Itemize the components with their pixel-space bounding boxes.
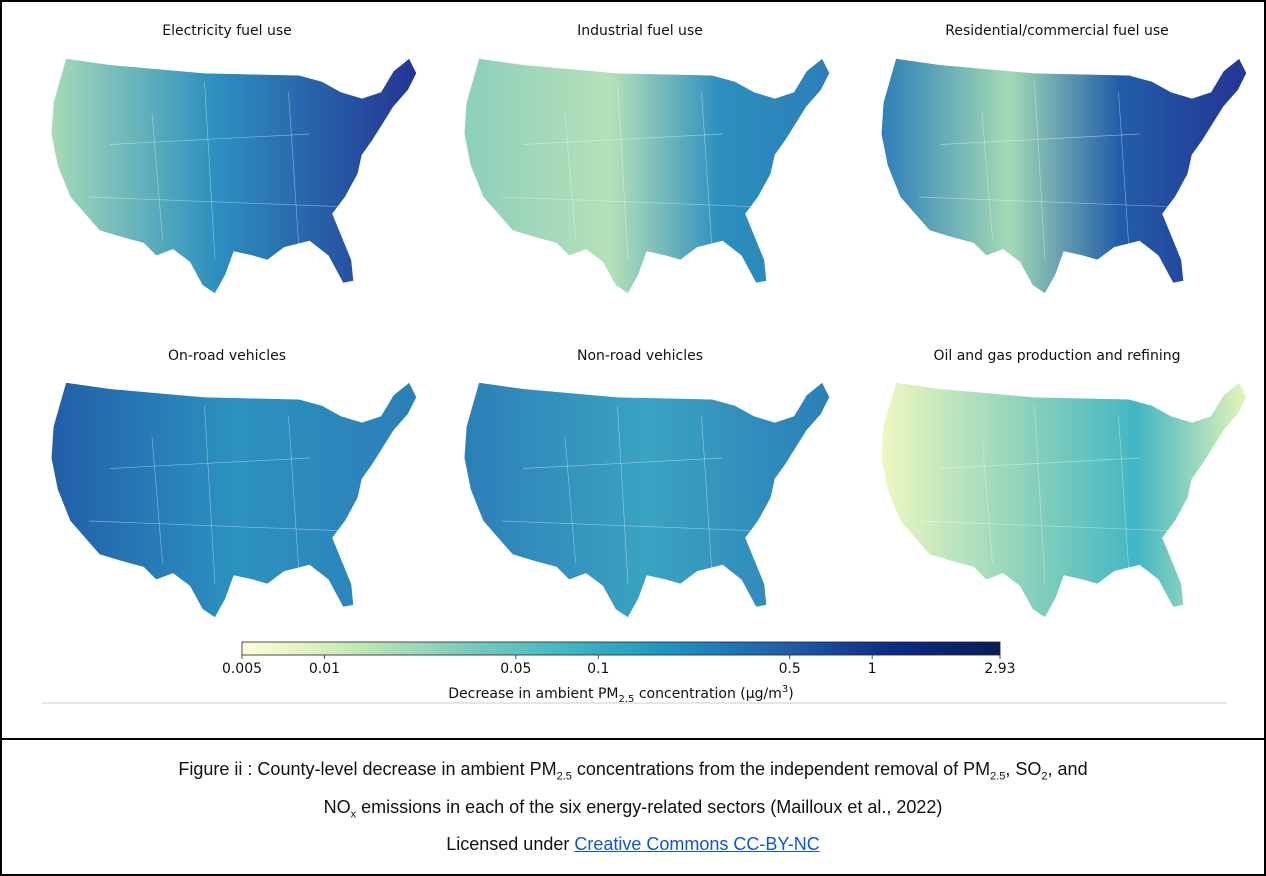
caption-line: Figure ii : County-level decrease in amb… — [2, 754, 1264, 792]
caption-sub: 2.5 — [990, 770, 1006, 783]
map-panel: Electricity fuel use — [50, 23, 418, 295]
state-line — [151, 112, 163, 240]
state-line — [204, 405, 216, 585]
map-fill — [463, 381, 831, 619]
us-map — [50, 57, 418, 295]
panel-title: Industrial fuel use — [577, 23, 703, 39]
label-text: Decrease in ambient PM — [448, 686, 618, 702]
state-line — [109, 457, 310, 469]
us-map — [880, 57, 1248, 295]
state-line — [939, 457, 1140, 469]
state-line — [501, 520, 776, 532]
state-line — [701, 415, 713, 574]
label-sup: 3 — [782, 684, 788, 695]
caption-text: Figure ii : County-level decrease in amb… — [178, 759, 557, 779]
caption-text: Licensed under — [446, 834, 575, 855]
state-line — [918, 520, 1193, 532]
panel-title: Oil and gas production and refining — [933, 348, 1180, 364]
map-panel: On-road vehicles — [50, 348, 418, 619]
us-map — [880, 381, 1248, 619]
map-fill — [880, 381, 1248, 619]
state-line — [617, 405, 629, 585]
state-line — [151, 436, 163, 564]
map-fill — [50, 57, 418, 295]
caption-line: Licensed under Creative Commons CC-BY-NC — [2, 829, 1264, 859]
state-line — [204, 81, 216, 261]
caption-text: , SO — [1005, 759, 1042, 779]
state-line — [564, 112, 576, 240]
colorbar-tick-label: 0.005 — [222, 661, 262, 677]
state-line — [88, 196, 363, 208]
colorbar-label: Decrease in ambient PM2.5 concentration … — [448, 684, 793, 705]
caption-text: , and — [1047, 759, 1088, 779]
map-fill — [463, 57, 831, 295]
label-sub: 2.5 — [619, 694, 635, 705]
caption-sub: x — [350, 808, 357, 821]
map-panel: Non-road vehicles — [463, 348, 831, 619]
figure: Electricity fuel use Industrial fuel use R… — [42, 23, 1248, 705]
map-panel: Industrial fuel use — [463, 23, 831, 295]
label-text: concentration (µg/m — [634, 686, 781, 702]
caption-sub: 2 — [1041, 770, 1048, 783]
colorbar-gradient — [241, 641, 1001, 656]
state-line — [617, 81, 629, 261]
colorbar: Decrease in ambient PM2.5 concentration … — [222, 641, 1016, 705]
state-line — [1034, 405, 1046, 585]
license-link[interactable]: Creative Commons CC-BY-NC — [574, 834, 820, 855]
panel-title: Electricity fuel use — [162, 23, 292, 39]
us-map — [50, 381, 418, 619]
colorbar-tick-label: 2.93 — [984, 661, 1015, 677]
panel-title: Non-road vehicles — [577, 348, 703, 364]
caption-line: NOx emissions in each of the six energy-… — [2, 792, 1264, 830]
caption-text: NO — [323, 796, 351, 817]
panel-title: On-road vehicles — [168, 348, 286, 364]
state-line — [288, 91, 300, 250]
caption-text: emissions in each of the six energy-rela… — [356, 796, 943, 817]
state-line — [918, 196, 1193, 208]
state-line — [981, 436, 993, 564]
caption-sub: 2.5 — [556, 770, 572, 783]
state-line — [501, 196, 776, 208]
state-line — [1118, 415, 1130, 574]
map-fill — [880, 57, 1248, 295]
colorbar-tick-label: 0.5 — [779, 661, 801, 677]
caption: Figure ii : County-level decrease in amb… — [2, 754, 1264, 859]
map-panel: Residential/commercial fuel use — [880, 23, 1248, 295]
map-panel: Oil and gas production and refining — [880, 348, 1248, 619]
state-line — [88, 520, 363, 532]
caption-text: concentrations from the independent remo… — [571, 759, 991, 779]
state-line — [288, 415, 300, 574]
state-line — [522, 133, 723, 145]
colorbar-tick-label: 0.05 — [500, 661, 531, 677]
map-fill — [50, 381, 418, 619]
state-line — [1034, 81, 1046, 261]
state-line — [981, 112, 993, 240]
state-line — [109, 133, 310, 145]
us-map — [463, 57, 831, 295]
colorbar-tick-label: 1 — [868, 661, 877, 677]
state-line — [522, 457, 723, 469]
state-line — [701, 91, 713, 250]
us-map — [463, 381, 831, 619]
panel-title: Residential/commercial fuel use — [945, 23, 1168, 39]
label-text: ) — [788, 686, 793, 702]
state-line — [564, 436, 576, 564]
colorbar-tick-label: 0.01 — [309, 661, 340, 677]
divider — [2, 738, 1264, 740]
state-line — [1118, 91, 1130, 250]
state-line — [939, 133, 1140, 145]
colorbar-tick-label: 0.1 — [587, 661, 609, 677]
